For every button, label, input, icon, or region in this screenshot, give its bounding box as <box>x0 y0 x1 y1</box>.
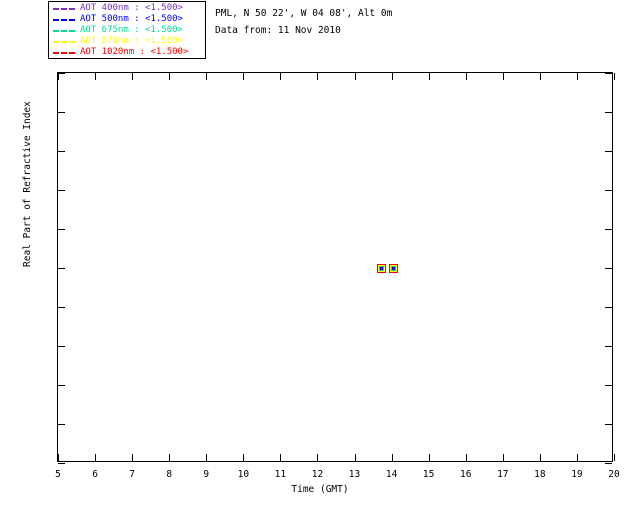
x-axis-tick <box>354 454 356 461</box>
data-point-marker <box>376 263 386 273</box>
series-marker <box>380 267 382 269</box>
y-axis-tick <box>605 190 612 191</box>
legend-dash-icon <box>53 29 75 32</box>
legend-dash-icon <box>53 18 75 21</box>
y-axis-tick <box>605 112 612 113</box>
x-axis-tick <box>169 73 171 80</box>
legend-item-label: AOT 400nm : <1.500> <box>80 3 183 13</box>
y-axis-tick <box>58 190 65 191</box>
y-axis-tick <box>58 268 65 269</box>
x-axis-tick <box>614 454 615 461</box>
x-axis-tick-label: 14 <box>385 469 398 480</box>
x-axis-tick-label: 17 <box>497 469 509 480</box>
x-axis-tick <box>465 454 467 461</box>
x-axis-tick <box>206 454 208 461</box>
legend-item: AOT 400nm : <1.500> <box>49 3 205 14</box>
x-axis-tick <box>391 73 393 80</box>
y-axis-tick <box>605 268 612 269</box>
x-axis-tick-label: 6 <box>92 469 98 480</box>
x-axis-tick <box>428 454 430 461</box>
x-axis-tick <box>428 73 430 80</box>
legend-dash-icon <box>53 7 75 10</box>
legend-item-label: AOT 1020nm : <1.500> <box>80 47 189 57</box>
x-axis-tick <box>317 73 319 80</box>
y-axis-tick <box>58 463 65 464</box>
x-axis-tick-label: 20 <box>608 469 620 480</box>
plot-area: 1.01.11.21.31.41.51.61.71.81.92.05678910… <box>55 72 620 480</box>
x-axis-tick <box>95 454 97 461</box>
x-axis-tick <box>354 73 356 80</box>
x-axis-tick-label: 12 <box>311 469 324 480</box>
x-axis-tick-label: 8 <box>166 469 173 480</box>
legend-item: AOT 500nm : <1.500> <box>49 14 205 25</box>
y-axis-tick <box>58 424 65 425</box>
y-axis-tick <box>58 73 65 74</box>
x-axis-tick <box>243 454 245 461</box>
y-axis-tick <box>605 151 612 152</box>
x-axis-tick-label: 16 <box>459 469 472 480</box>
x-axis-tick <box>169 454 171 461</box>
legend-item: AOT 675nm : <1.500> <box>49 25 205 36</box>
x-axis-tick <box>58 73 59 80</box>
series-marker <box>393 267 395 269</box>
legend-item-label: AOT 500nm : <1.500> <box>80 14 183 24</box>
legend-item: AOT 1020nm : <1.500> <box>49 47 205 58</box>
legend-item-label: AOT 675nm : <1.500> <box>80 25 183 35</box>
x-axis-tick-label: 7 <box>129 469 135 480</box>
y-axis-tick <box>58 385 65 386</box>
legend-dash-icon <box>53 40 75 43</box>
x-axis-tick <box>132 454 134 461</box>
x-axis-tick-label: 11 <box>274 469 287 480</box>
y-axis-tick <box>58 307 65 308</box>
x-axis-tick <box>317 454 319 461</box>
y-axis-title: Real Part of Refractive Index <box>22 101 33 267</box>
data-point-marker <box>389 263 399 273</box>
y-axis-tick <box>605 346 612 347</box>
x-axis-tick <box>243 73 245 80</box>
y-axis-tick <box>605 229 612 230</box>
y-axis-tick <box>605 73 612 74</box>
y-axis-tick <box>605 385 612 386</box>
x-axis-tick <box>391 454 393 461</box>
legend-item-label: AOT 870nm : <1.500> <box>80 36 183 46</box>
x-axis-tick <box>576 73 578 80</box>
chart-header-annotation: PML, N 50 22', W 04 08', Alt 0m Data fro… <box>215 5 392 39</box>
y-axis-tick <box>58 229 65 230</box>
x-axis-tick-label: 10 <box>237 469 250 480</box>
x-axis-tick <box>95 73 97 80</box>
x-axis-tick-label: 9 <box>203 469 210 480</box>
y-axis-tick <box>605 307 612 308</box>
x-axis-tick-label: 18 <box>534 469 546 480</box>
x-axis-tick <box>614 73 615 80</box>
x-axis-tick <box>465 73 467 80</box>
x-axis-tick <box>206 73 208 80</box>
x-axis-tick <box>132 73 134 80</box>
x-axis-tick <box>502 73 504 80</box>
x-axis-tick <box>502 454 504 461</box>
x-axis-tick <box>576 454 578 461</box>
x-axis-tick-label: 5 <box>55 469 61 480</box>
x-axis-tick <box>58 454 59 461</box>
y-axis-tick <box>58 112 65 113</box>
x-axis-tick <box>539 454 541 461</box>
x-axis-tick <box>280 73 282 80</box>
chart-legend: AOT 400nm : <1.500> AOT 500nm : <1.500> AO… <box>48 1 206 59</box>
x-axis-tick-label: 15 <box>422 469 435 480</box>
y-axis-tick <box>58 151 65 152</box>
plot-inner: 1.01.11.21.31.41.51.61.71.81.92.05678910… <box>55 73 620 480</box>
y-axis-tick <box>605 424 612 425</box>
x-axis-tick <box>539 73 541 80</box>
legend-item: AOT 870nm : <1.500> <box>49 36 205 47</box>
y-axis-tick <box>605 463 612 464</box>
header-line-date: Data from: 11 Nov 2010 <box>215 25 341 36</box>
x-axis-tick-label: 13 <box>348 469 361 480</box>
x-axis-tick <box>280 454 282 461</box>
header-line-station: PML, N 50 22', W 04 08', Alt 0m <box>215 8 393 19</box>
y-axis-tick <box>58 346 65 347</box>
x-axis-tick-label: 19 <box>571 469 583 480</box>
x-axis-title: Time (GMT) <box>291 484 349 495</box>
legend-dash-icon <box>53 51 75 54</box>
